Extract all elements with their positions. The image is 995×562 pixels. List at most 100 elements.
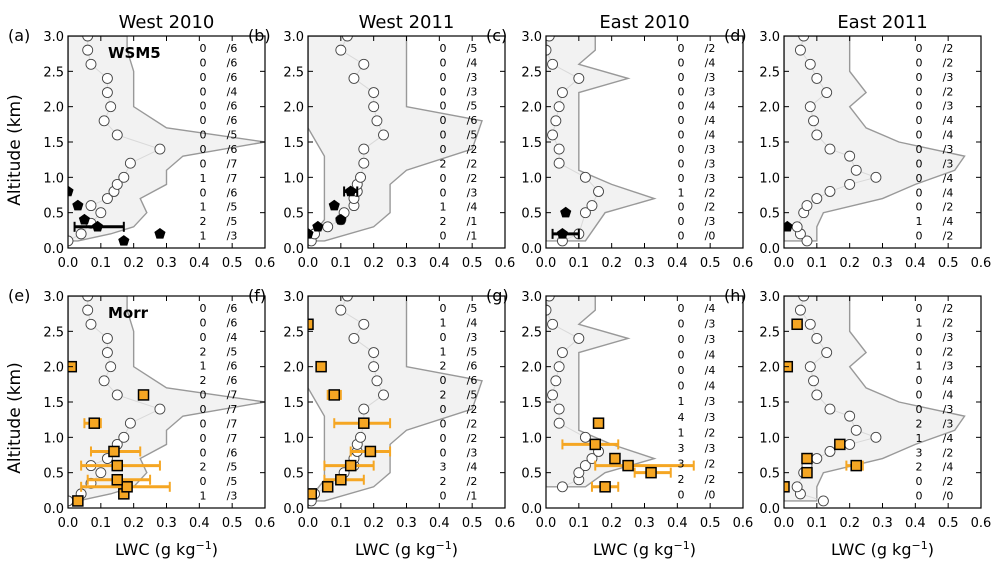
observation-point (82, 304, 94, 316)
count-total: /4 (943, 461, 954, 474)
observation-point (378, 389, 389, 401)
model-point-morr (137, 389, 150, 401)
count-value: 1 (200, 230, 207, 243)
observation-point (808, 375, 819, 387)
observation-point (811, 332, 823, 344)
count-value: 0 (440, 114, 447, 127)
count-value: 1 (678, 186, 685, 199)
count-total: /3 (467, 85, 478, 98)
count-value: 0 (916, 201, 923, 214)
y-tick-label: 0.0 (521, 242, 542, 257)
scheme-label: WSM5 (108, 44, 161, 62)
count-value: 0 (916, 100, 923, 113)
x-tick-label: 0.0 (774, 516, 795, 531)
count-total: /4 (705, 380, 716, 393)
count-value: 0 (916, 42, 923, 55)
observation-range-envelope (546, 296, 657, 488)
y-axis-label-bottom: Altitude (km) (5, 362, 25, 474)
x-tick-label: 0.0 (298, 516, 319, 531)
count-value: 0 (440, 100, 447, 113)
count-total: /4 (467, 201, 478, 214)
observation-point (82, 44, 94, 56)
count-value: 0 (916, 85, 923, 98)
x-tick-label: 0.6 (255, 516, 276, 531)
observation-point (579, 171, 591, 183)
count-total: /5 (227, 345, 238, 358)
count-total: /3 (943, 331, 954, 344)
count-value: 0 (440, 186, 447, 199)
count-value: 1 (200, 490, 207, 503)
count-total: /2 (705, 42, 716, 55)
count-value: 0 (678, 488, 685, 501)
count-value: 0 (916, 374, 923, 387)
y-tick-label: 1.0 (283, 171, 304, 186)
observation-point (850, 164, 862, 176)
x-tick-label: 0.2 (123, 256, 144, 271)
count-value: 0 (440, 446, 447, 459)
y-tick-label: 3.0 (521, 30, 542, 45)
count-value: 1 (916, 360, 923, 373)
observation-point (355, 171, 366, 183)
x-tick-label: 0.4 (667, 256, 688, 271)
count-value: 4 (678, 411, 685, 424)
x-tick-label: 0.6 (255, 256, 276, 271)
count-value: 0 (916, 403, 923, 416)
observation-point (804, 361, 816, 373)
model-point-morr (328, 389, 341, 401)
count-value: 1 (916, 316, 923, 329)
count-total: /2 (943, 475, 954, 488)
y-tick-label: 2.5 (43, 65, 64, 80)
observation-point (791, 221, 803, 233)
observation-point (811, 453, 823, 464)
x-tick-label: 0.2 (123, 516, 144, 531)
y-tick-label: 0.0 (43, 242, 64, 257)
x-tick-label: 0.6 (971, 256, 992, 271)
count-value: 0 (200, 71, 207, 84)
observation-point (547, 318, 559, 330)
plot-area (308, 296, 483, 507)
count-total: /6 (227, 316, 238, 329)
y-tick-label: 1.5 (283, 136, 304, 151)
count-value: 0 (916, 331, 923, 344)
x-tick-label: 0.2 (839, 256, 860, 271)
count-value: 0 (200, 143, 207, 156)
model-point-wsm5 (78, 213, 91, 225)
model-point-morr (308, 488, 318, 500)
count-value: 0 (916, 230, 923, 243)
count-total: /7 (227, 432, 238, 445)
count-total: /4 (943, 389, 954, 402)
y-tick-label: 2.0 (521, 361, 542, 376)
model-point-morr (358, 417, 370, 429)
plot-area (546, 296, 695, 493)
x-tick-label: 0.0 (536, 516, 557, 531)
scheme-label: Morr (108, 304, 149, 322)
count-value: 0 (916, 186, 923, 199)
model-point-morr (784, 481, 790, 493)
observation-point (546, 44, 552, 56)
count-value: 0 (200, 446, 207, 459)
count-total: /7 (227, 417, 238, 430)
count-value: 2 (440, 389, 447, 402)
panel-h: 0.0 0.1 0.2 0.3 0.4 0.5 0.6 0.0 0.5 1.0 1.5 2.0 2.5 3… (724, 286, 991, 559)
y-tick-label: 1.0 (759, 171, 780, 186)
y-tick-label: 1.5 (43, 396, 64, 411)
count-total: /6 (227, 374, 238, 387)
count-total: /6 (227, 360, 238, 373)
count-value: 2 (678, 473, 685, 486)
count-value: 0 (916, 345, 923, 358)
model-point-morr (321, 481, 334, 493)
observation-point (101, 72, 113, 84)
count-total: /3 (943, 360, 954, 373)
observation-point (553, 403, 565, 415)
count-total: /2 (943, 56, 954, 69)
observation-point (870, 431, 882, 443)
model-point-morr (88, 417, 101, 429)
y-tick-label: 0.0 (283, 242, 304, 257)
panel-g: 0.0 0.1 0.2 0.3 0.4 0.5 0.6 0.0 0.5 1.0 1.5 2.0 2.5 3… (486, 286, 753, 559)
observation-point (371, 115, 383, 127)
panel-label: (c) (486, 26, 507, 45)
observation-point (811, 72, 823, 84)
count-total: /3 (943, 143, 954, 156)
count-total: /4 (705, 302, 716, 315)
count-total: /0 (705, 488, 716, 501)
